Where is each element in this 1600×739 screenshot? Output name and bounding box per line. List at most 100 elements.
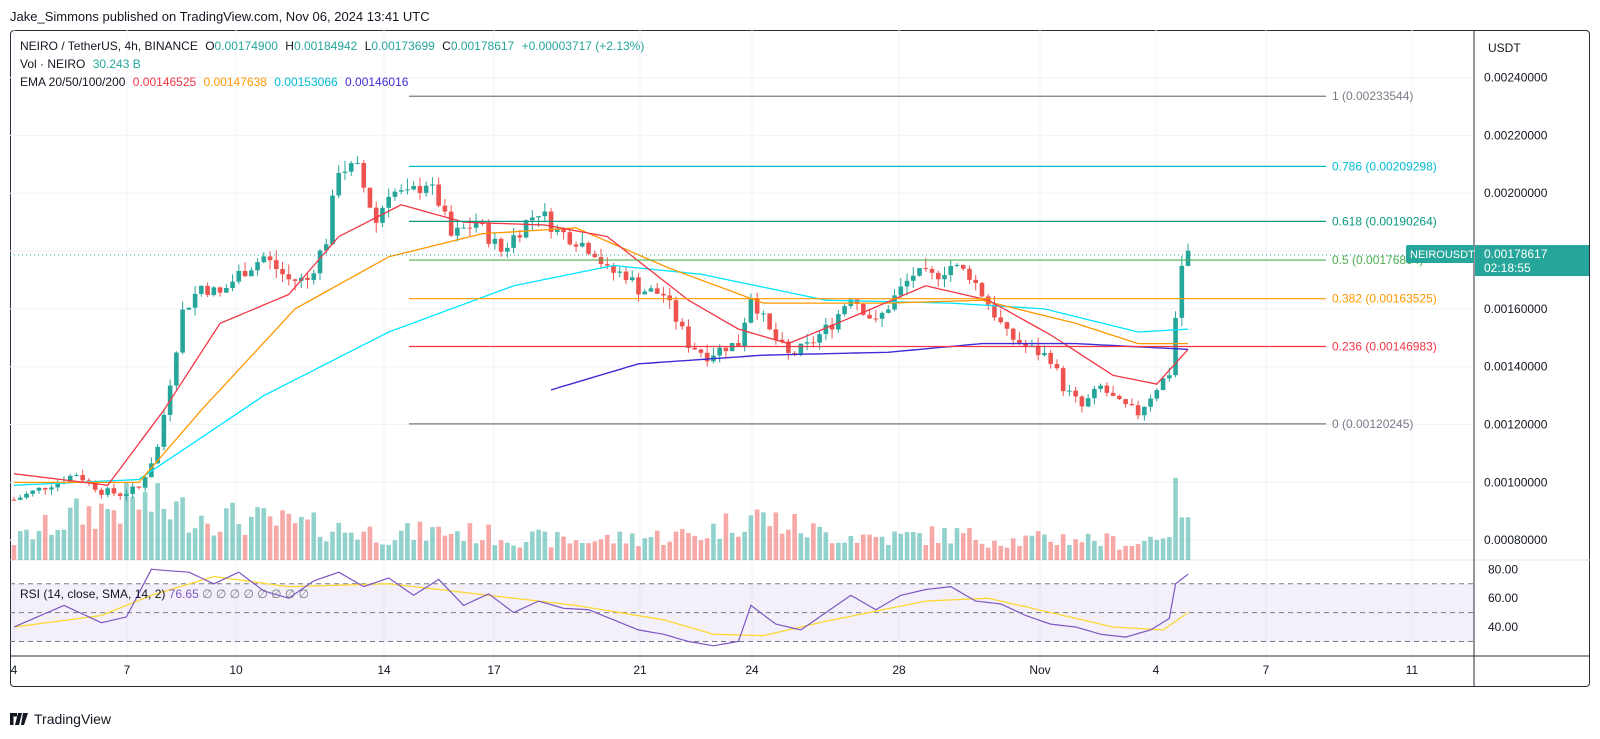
volume-bar (455, 531, 460, 560)
price-tick-label: 0.00100000 (1484, 475, 1548, 489)
ema20-line (13, 204, 1189, 486)
chart-canvas[interactable]: 1 (0.00233544) 0.786 (0.00209298) 0.618 (0… (10, 30, 1590, 687)
candle-body (1048, 352, 1053, 364)
candle-body (867, 314, 872, 319)
volume-bar (742, 531, 747, 560)
candle-body (648, 288, 654, 292)
rsi-tick-label: 60.00 (1488, 591, 1518, 605)
price-tick-label: 0.00240000 (1484, 71, 1548, 85)
volume-bar (1042, 534, 1047, 560)
candle-body (311, 273, 317, 280)
candle-body (430, 184, 435, 186)
candle-body (330, 195, 335, 245)
rsi-value: 76.65 (168, 587, 199, 601)
candle-body (555, 228, 560, 232)
volume-bar (773, 512, 779, 560)
candle-body (1092, 388, 1097, 399)
volume-bar (698, 540, 704, 560)
symbol-legend: NEIRO / TetherUS, 4h, BINANCE O0.0017490… (20, 39, 648, 53)
candle-body (1160, 378, 1166, 391)
candle-body (99, 489, 104, 495)
volume-bar (186, 532, 192, 560)
volume-bar (985, 547, 991, 560)
volume-bar (536, 529, 541, 560)
candle-body (342, 171, 348, 173)
ema50-value: 0.00147638 (203, 75, 267, 89)
open-value: 0.00174900 (214, 39, 278, 53)
brand-name: TradingView (34, 711, 112, 727)
volume-bar (711, 523, 716, 560)
volume-bar (480, 540, 485, 560)
volume-bar (842, 542, 847, 560)
candle-body (786, 341, 791, 353)
volume-bar (49, 534, 54, 560)
volume-bar (1023, 535, 1028, 560)
tradingview-logo-icon (10, 713, 28, 725)
candle-body (86, 480, 92, 482)
volume-bar (473, 543, 479, 560)
volume-bar (305, 519, 310, 560)
open-label: O (205, 39, 215, 53)
symbol-name[interactable]: NEIRO / TetherUS, 4h, BINANCE (20, 39, 198, 53)
volume-bar (1035, 531, 1041, 560)
candle-body (779, 339, 785, 342)
volume-label[interactable]: Vol · NEIRO (20, 57, 86, 71)
candle-body (692, 347, 698, 350)
candle-body (117, 493, 123, 496)
candle-body (217, 287, 223, 293)
volume-bar (1067, 544, 1072, 560)
volume-bar (654, 530, 660, 560)
last-price-label: 0.00178617 (1484, 247, 1548, 261)
volume-bar (561, 536, 566, 560)
candle-body (573, 244, 579, 247)
candle-body (667, 295, 673, 301)
candle-body (1060, 368, 1066, 392)
volume-bar (342, 532, 348, 560)
time-tick-label: Nov (1029, 663, 1050, 677)
volume-bar (567, 543, 573, 560)
volume-bar (486, 524, 491, 560)
volume-bar (804, 537, 810, 560)
volume-bar (80, 524, 85, 560)
time-tick-label: 4 (1153, 663, 1160, 677)
candle-body (511, 235, 516, 248)
fib-level-label: 0.382 (0.00163525) (1332, 292, 1437, 306)
candle-body (405, 189, 410, 191)
ema-label[interactable]: EMA 20/50/100/200 (20, 75, 126, 89)
volume-bar (854, 542, 860, 560)
price-tick-label: 0.00120000 (1484, 418, 1548, 432)
candle-body (1129, 404, 1135, 406)
candle-body (773, 329, 779, 340)
volume-bar (667, 541, 673, 560)
rsi-label[interactable]: RSI (14, close, SMA, 14, 2) (20, 587, 166, 601)
candle-body (411, 186, 416, 190)
candle-body (280, 269, 285, 275)
volume-bar (448, 533, 454, 560)
rsi-markers: ∅ ∅ ∅ ∅ ∅ ∅ ∅ ∅ (202, 587, 310, 601)
volume-bar (280, 510, 285, 560)
volume-bar (886, 544, 891, 560)
volume-bar (548, 547, 554, 560)
time-tick-label: 21 (633, 663, 647, 677)
volume-bar (117, 523, 123, 560)
time-tick-label: 7 (1263, 663, 1270, 677)
candle-body (323, 244, 329, 251)
candle-body (292, 279, 298, 281)
candle-body (523, 220, 529, 238)
rsi-sma-line (13, 575, 1189, 637)
volume-bar (935, 543, 941, 560)
volume-bar (873, 536, 879, 560)
candle-body (723, 347, 729, 352)
volume-bar (361, 531, 367, 560)
fib-level-label: 0 (0.00120245) (1332, 417, 1413, 431)
candle-body (480, 222, 485, 224)
candle-body (498, 238, 504, 252)
volume-bar (461, 541, 466, 560)
volume-bar (704, 538, 710, 560)
time-tick-label: 7 (124, 663, 131, 677)
time-tick-label: 24 (745, 663, 759, 677)
volume-bar (286, 513, 292, 560)
candle-body (1054, 363, 1060, 369)
change-value: +0.00003717 (+2.13%) (521, 39, 645, 53)
candle-body (42, 487, 48, 490)
